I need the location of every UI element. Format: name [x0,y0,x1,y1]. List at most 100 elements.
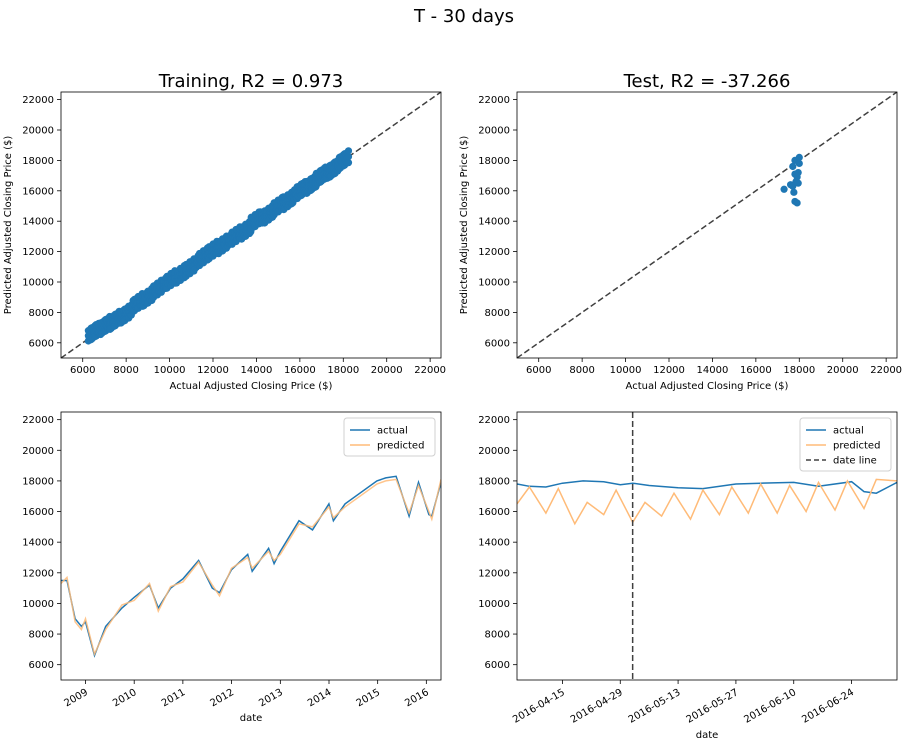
series-line-predicted [61,478,441,657]
x-tick-label: 22000 [870,365,902,376]
y-tick-label: 10000 [22,599,54,610]
series-line-actual [517,480,897,494]
scatter-point [790,188,798,196]
plot-area [517,412,897,680]
y-tick-label: 6000 [485,660,510,671]
x-tick-label: 14000 [697,365,729,376]
axes-frame [60,411,442,681]
scatter-point [791,170,799,178]
y-tick-label: 8000 [29,308,54,319]
series-line-predicted [517,478,897,526]
plot-area [61,475,441,658]
scatter-point [789,162,797,171]
y-tick-label: 10000 [478,599,510,610]
y-tick-label: 14000 [478,538,510,549]
x-tick-label: 2015 [355,687,383,709]
axes-frame [60,91,442,359]
x-tick-label: 2016-05-27 [685,687,741,726]
y-tick-label: 10000 [478,278,510,289]
y-tick-label: 20000 [478,446,510,457]
subplot-2: Test, R2 = -37.266 6000 8000 10000 12000 1400… [459,71,902,392]
x-tick-label: 2012 [208,687,236,709]
x-axis-label: date [240,713,263,724]
x-tick-label: 6000 [70,365,95,376]
scatter-point [795,153,803,161]
subplot-4: 6000 8000 10000 12000 14000 16000 18000 20000 22… [478,411,898,741]
y-tick-label: 8000 [485,308,510,319]
legend: actual predicted [343,417,436,457]
y-tick-label: 10000 [22,278,54,289]
y-tick-label: 12000 [478,247,510,258]
y-tick-label: 16000 [478,507,510,518]
x-tick-label: 2016-04-15 [511,687,567,726]
x-tick-label: 2016-06-24 [800,687,856,726]
scatter-point [794,179,802,187]
y-axis-label: Predicted Adjusted Closing Price ($) [459,136,470,315]
subplot-1: Training, R2 = 0.973 6000 8000 10000 12000 14… [3,71,446,392]
x-tick-label: 2016-05-13 [627,687,683,726]
x-tick-label: 2016-04-29 [569,687,625,726]
x-tick-label: 14000 [241,365,273,376]
x-tick-label: 18000 [327,365,359,376]
y-tick-label: 20000 [22,446,54,457]
x-tick-label: 12000 [197,365,229,376]
x-tick-label: 2009 [62,687,90,709]
plot-area [517,92,897,358]
scatter-point [780,185,788,193]
x-axis-label: date [696,730,719,741]
legend-box [343,417,436,457]
y-tick-label: 14000 [478,217,510,228]
x-tick-label: 20000 [827,365,859,376]
y-tick-label: 14000 [22,538,54,549]
y-tick-label: 8000 [485,630,510,641]
legend-label: predicted [377,441,424,452]
x-tick-label: 2011 [160,687,188,709]
y-tick-label: 16000 [22,507,54,518]
axes-frame [516,411,898,681]
legend-label: actual [833,426,864,437]
scatter-point [793,199,801,207]
y-tick-label: 22000 [478,95,510,106]
legend-label: predicted [833,441,880,452]
axes-frame [516,91,898,359]
y-tick-label: 18000 [478,156,510,167]
x-tick-label: 10000 [610,365,642,376]
y-tick-label: 16000 [478,186,510,197]
y-tick-label: 8000 [29,630,54,641]
legend: actual predicted date line [799,417,892,472]
x-tick-label: 6000 [526,365,551,376]
y-tick-label: 12000 [478,568,510,579]
y-tick-label: 18000 [22,476,54,487]
y-tick-label: 22000 [22,95,54,106]
x-tick-label: 12000 [653,365,685,376]
subplot-title: Test, R2 = -37.266 [623,71,791,92]
x-tick-label: 8000 [113,365,138,376]
x-axis-label: Actual Adjusted Closing Price ($) [170,381,333,392]
y-tick-label: 6000 [29,660,54,671]
scatter-point [344,159,353,167]
figure-title: T - 30 days [413,6,514,27]
x-tick-label: 20000 [371,365,403,376]
scatter-point [795,159,803,168]
diagonal-reference-line [517,92,897,358]
y-tick-label: 22000 [22,415,54,426]
y-tick-label: 20000 [478,126,510,137]
subplot-title: Training, R2 = 0.973 [158,71,343,92]
y-tick-label: 6000 [29,338,54,349]
x-tick-label: 16000 [284,365,316,376]
x-tick-label: 2016 [403,687,431,709]
y-tick-label: 20000 [22,126,54,137]
y-tick-label: 12000 [22,568,54,579]
y-tick-label: 16000 [22,186,54,197]
x-tick-label: 16000 [740,365,772,376]
legend-label: actual [377,426,408,437]
y-tick-label: 18000 [22,156,54,167]
x-tick-label: 10000 [154,365,186,376]
x-axis-label: Actual Adjusted Closing Price ($) [626,381,789,392]
scatter-point [344,147,353,155]
x-tick-label: 22000 [414,365,446,376]
scatter-point [344,153,353,161]
x-tick-label: 2014 [306,687,334,709]
y-tick-label: 6000 [485,338,510,349]
